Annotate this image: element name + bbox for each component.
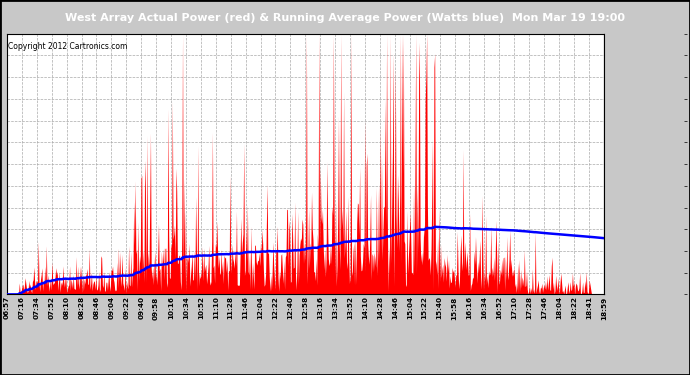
Text: 14:10: 14:10	[362, 296, 368, 319]
Text: 08:28: 08:28	[79, 296, 84, 320]
Text: 14:46: 14:46	[392, 296, 398, 319]
Text: 09:22: 09:22	[124, 296, 129, 319]
Text: West Array Actual Power (red) & Running Average Power (Watts blue)  Mon Mar 19 1: West Array Actual Power (red) & Running …	[65, 13, 625, 23]
Text: 10:34: 10:34	[183, 296, 189, 319]
Text: 09:40: 09:40	[138, 296, 144, 319]
Text: 17:10: 17:10	[511, 296, 518, 319]
Text: 13:52: 13:52	[347, 296, 353, 319]
Text: 08:10: 08:10	[63, 296, 70, 319]
Text: 17:46: 17:46	[541, 296, 547, 319]
Text: 12:22: 12:22	[273, 296, 279, 319]
Text: 13:16: 13:16	[317, 296, 323, 319]
Text: 16:16: 16:16	[466, 296, 473, 320]
Text: 09:58: 09:58	[153, 296, 159, 320]
Text: 10:52: 10:52	[198, 296, 204, 319]
Text: 15:22: 15:22	[422, 296, 428, 319]
Text: 11:46: 11:46	[243, 296, 248, 319]
Text: 15:40: 15:40	[437, 296, 442, 319]
Text: 12:04: 12:04	[257, 296, 264, 319]
Text: 12:58: 12:58	[302, 296, 308, 320]
Text: 18:41: 18:41	[586, 296, 592, 319]
Text: 18:22: 18:22	[571, 296, 577, 319]
Text: 15:58: 15:58	[451, 296, 457, 320]
Text: 06:57: 06:57	[4, 296, 10, 320]
Text: Copyright 2012 Cartronics.com: Copyright 2012 Cartronics.com	[8, 42, 128, 51]
Text: 18:04: 18:04	[556, 296, 562, 319]
Text: 15:04: 15:04	[407, 296, 413, 319]
Text: 16:52: 16:52	[496, 296, 502, 320]
Text: 12:40: 12:40	[288, 296, 293, 319]
Text: 17:28: 17:28	[526, 296, 532, 319]
Text: 11:10: 11:10	[213, 296, 219, 319]
Text: 13:34: 13:34	[332, 296, 338, 319]
Text: 08:46: 08:46	[93, 296, 99, 320]
Text: 14:28: 14:28	[377, 296, 383, 319]
Text: 16:34: 16:34	[482, 296, 487, 319]
Text: 09:04: 09:04	[108, 296, 115, 319]
Text: 18:59: 18:59	[601, 296, 607, 320]
Text: 07:52: 07:52	[49, 296, 55, 319]
Text: 07:34: 07:34	[34, 296, 40, 319]
Text: 11:28: 11:28	[228, 296, 234, 319]
Text: 07:16: 07:16	[19, 296, 25, 319]
Text: 10:16: 10:16	[168, 296, 174, 319]
